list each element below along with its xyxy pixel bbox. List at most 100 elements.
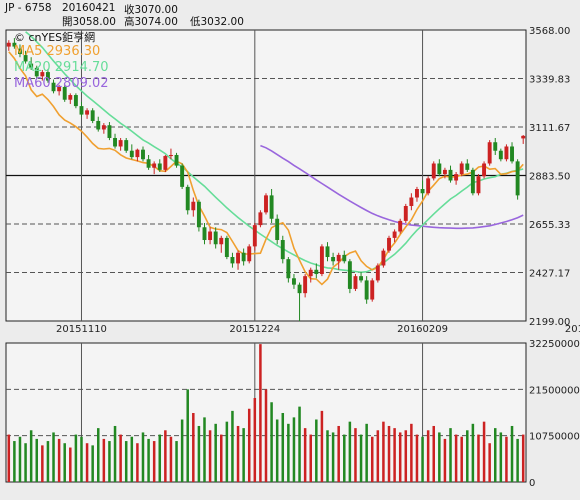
candle-body bbox=[359, 276, 364, 281]
candlestick-series bbox=[6, 38, 526, 321]
volume-bars bbox=[7, 344, 525, 482]
candle-body bbox=[29, 63, 34, 69]
candle-body bbox=[258, 212, 263, 226]
candle-body bbox=[85, 110, 90, 115]
candle-body bbox=[264, 195, 268, 213]
candle-body bbox=[196, 201, 201, 228]
candle-body bbox=[146, 159, 151, 168]
candle-body bbox=[454, 174, 459, 181]
candle-body bbox=[57, 86, 62, 92]
ma60-line bbox=[260, 144, 524, 230]
candle-body bbox=[113, 137, 117, 147]
candle-body bbox=[252, 225, 257, 247]
candle-body bbox=[163, 156, 168, 170]
volume-tick-label: 0 bbox=[529, 478, 535, 489]
candle-body bbox=[431, 163, 436, 179]
candle-body bbox=[521, 135, 526, 139]
candle-body bbox=[90, 110, 95, 121]
candle-body bbox=[353, 276, 358, 289]
candle-body bbox=[185, 186, 190, 211]
high-price-label: 高3074.00 bbox=[124, 16, 178, 28]
candle-body bbox=[275, 218, 280, 241]
candle-body bbox=[470, 169, 475, 194]
price-tick-label: 3111.67 bbox=[529, 123, 570, 134]
date-tick-label: 20151224 bbox=[229, 324, 280, 335]
candle-body bbox=[403, 206, 408, 221]
candle-body bbox=[124, 140, 129, 151]
candle-body bbox=[40, 72, 45, 77]
candle-body bbox=[476, 176, 481, 194]
candle-body bbox=[62, 86, 67, 100]
candle-body bbox=[129, 150, 134, 158]
candle-body bbox=[51, 82, 56, 92]
candle-body bbox=[487, 142, 492, 164]
volume-tick-label: 32250000 bbox=[529, 339, 580, 350]
ma20-line bbox=[25, 31, 524, 274]
price-tick-label: 2427.17 bbox=[529, 268, 570, 279]
candle-body bbox=[68, 95, 73, 100]
candle-body bbox=[107, 125, 112, 138]
candle-body bbox=[236, 252, 240, 264]
candle-body bbox=[135, 149, 140, 158]
candle-body bbox=[157, 163, 162, 170]
candle-body bbox=[325, 246, 330, 258]
candle-body bbox=[342, 254, 347, 262]
candle-body bbox=[426, 178, 431, 194]
candle-body bbox=[280, 240, 285, 260]
candle-body bbox=[319, 246, 324, 275]
candle-body bbox=[208, 231, 213, 241]
low-price-label: 低3032.00 bbox=[190, 16, 244, 28]
price-tick-label: 3339.83 bbox=[529, 75, 570, 86]
candle-body bbox=[79, 106, 84, 115]
candle-body bbox=[18, 48, 22, 55]
candle-body bbox=[118, 140, 123, 147]
candle-body bbox=[152, 163, 157, 168]
volume-tick-label: 21500000 bbox=[529, 385, 580, 396]
candle-body bbox=[230, 257, 235, 264]
candle-body bbox=[297, 284, 302, 294]
date-tick-label: 20160209 bbox=[397, 324, 448, 335]
candle-body bbox=[141, 149, 145, 160]
legend-ma5: MA5 2936.30 bbox=[14, 44, 100, 59]
candle-body bbox=[247, 246, 252, 262]
volume-axis-ticks: 32250000 21500000 10750000 0 bbox=[529, 339, 580, 489]
candle-body bbox=[180, 165, 185, 187]
volume-tick-label: 10750000 bbox=[529, 432, 580, 443]
close-price-label: 收3070.00 bbox=[124, 4, 178, 16]
candle-body bbox=[12, 42, 17, 47]
candle-body bbox=[96, 120, 101, 130]
candle-body bbox=[409, 197, 414, 207]
candle-body bbox=[6, 42, 11, 47]
candle-body bbox=[437, 163, 442, 175]
candle-body bbox=[420, 188, 425, 194]
candle-body bbox=[398, 220, 403, 232]
price-tick-label: 2883.50 bbox=[529, 172, 570, 183]
candle-body bbox=[314, 269, 319, 275]
brand-watermark: © cnYES鉅亨網 bbox=[14, 30, 95, 44]
price-tick-label: 3568.00 bbox=[529, 26, 570, 37]
legend-ma60: MA60 2809.02 bbox=[14, 76, 109, 91]
candle-body bbox=[331, 257, 336, 262]
candle-body bbox=[370, 280, 375, 300]
candle-body bbox=[174, 154, 179, 166]
ma5-line bbox=[8, 51, 524, 286]
candle-body bbox=[292, 278, 296, 285]
candle-body bbox=[101, 125, 106, 130]
candle-body bbox=[34, 67, 39, 77]
candle-body bbox=[465, 163, 470, 170]
candle-body bbox=[45, 72, 50, 81]
candle-body bbox=[303, 276, 308, 294]
candle-body bbox=[308, 269, 313, 277]
candle-body bbox=[191, 201, 196, 211]
candle-body bbox=[347, 261, 352, 289]
candle-body bbox=[387, 237, 391, 251]
candle-body bbox=[515, 161, 520, 196]
candle-body bbox=[510, 146, 514, 162]
price-tick-label: 2655.33 bbox=[529, 220, 570, 231]
candle-body bbox=[364, 280, 369, 300]
price-tick-label: 2199.00 bbox=[529, 317, 570, 328]
candle-body bbox=[213, 231, 218, 245]
open-price-label: 開3058.00 bbox=[62, 16, 116, 28]
